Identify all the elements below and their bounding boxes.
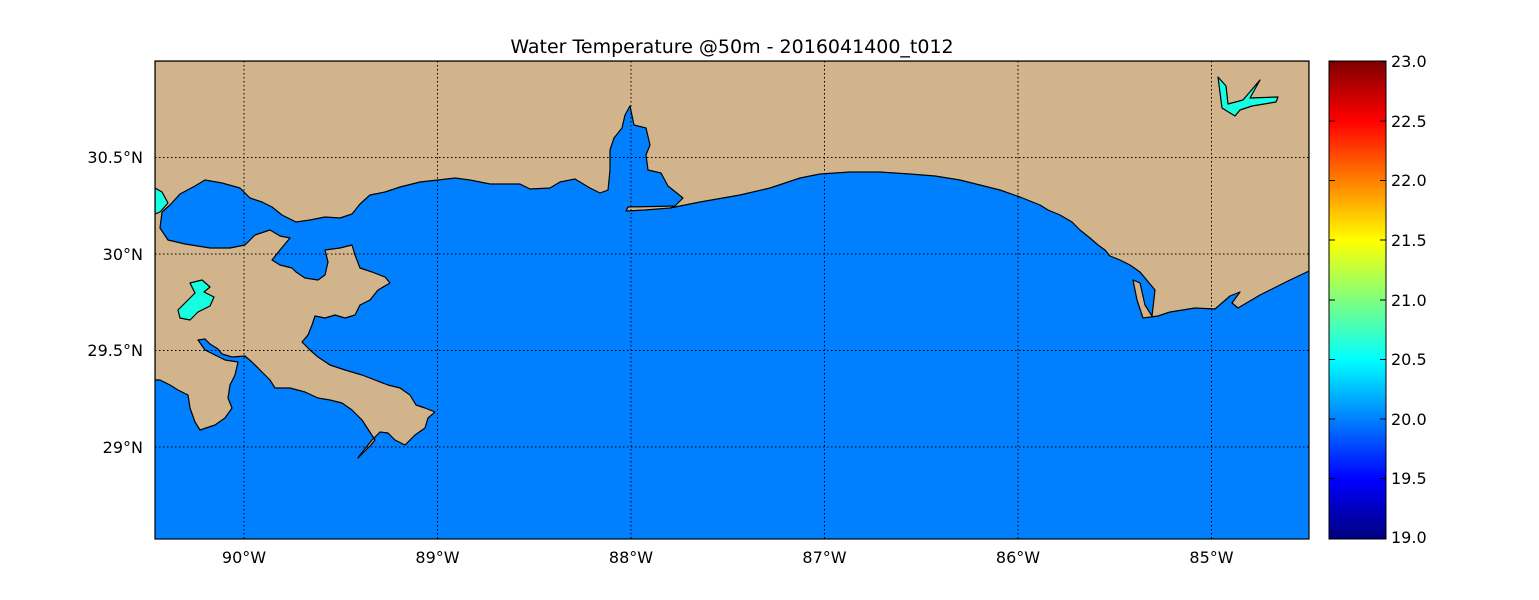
map-frame [154, 60, 1310, 540]
inland-water-west-edge [155, 187, 169, 215]
colorbar-label: 21.5 [1391, 231, 1427, 250]
lon-label: 86°W [996, 548, 1040, 567]
inland-water-lake [177, 279, 215, 321]
lat-label: 30°N [103, 245, 143, 264]
colorbar-label: 20.0 [1391, 410, 1427, 429]
colorbar-label: 22.0 [1391, 171, 1427, 190]
colorbar-label: 21.0 [1391, 291, 1427, 310]
colorbar-gradient [1328, 60, 1387, 540]
colorbar: 23.0 22.5 22.0 21.5 21.0 20.5 20.0 19.5 … [1328, 52, 1427, 547]
latitude-labels: 30.5°N 30°N 29.5°N 29°N [87, 148, 143, 457]
lat-label: 29°N [103, 438, 143, 457]
colorbar-label: 22.5 [1391, 112, 1427, 131]
inland-water-northeast [1217, 76, 1279, 117]
lon-label: 88°W [609, 548, 653, 567]
lat-label: 29.5°N [87, 341, 143, 360]
colorbar-label: 23.0 [1391, 52, 1427, 71]
lon-label: 85°W [1189, 548, 1233, 567]
lon-label: 87°W [802, 548, 846, 567]
colorbar-label: 19.5 [1391, 469, 1427, 488]
longitude-labels: 90°W 89°W 88°W 87°W 86°W 85°W [222, 548, 1234, 567]
lon-label: 89°W [415, 548, 459, 567]
lon-label: 90°W [222, 548, 266, 567]
chart-title: Water Temperature @50m - 2016041400_t012 [510, 36, 953, 58]
graticule [155, 61, 1309, 539]
colorbar-label: 19.0 [1391, 528, 1427, 547]
colorbar-ticks [1329, 61, 1386, 479]
colorbar-label: 20.5 [1391, 350, 1427, 369]
lat-label: 30.5°N [87, 148, 143, 167]
land-mass [155, 61, 1309, 459]
